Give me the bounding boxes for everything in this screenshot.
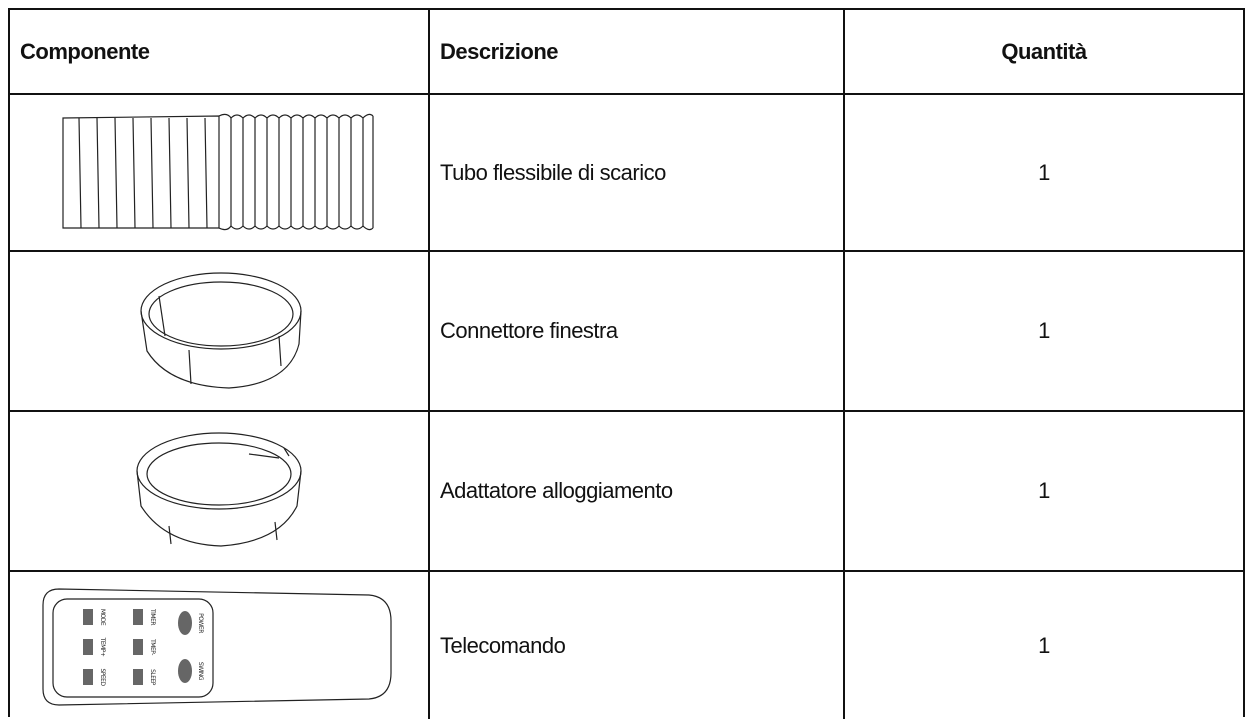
housing-adapter-drawing — [136, 432, 302, 547]
quantity-cell: 1 — [1038, 632, 1050, 658]
header-cell: Quantità — [845, 10, 1243, 95]
hose-drawing — [62, 113, 374, 231]
quantity-cell: 1 — [845, 412, 1243, 572]
remote-button-label: SPEED — [99, 668, 106, 686]
image-cell — [10, 412, 430, 572]
header-cell: Descrizione — [430, 10, 845, 95]
quantity-cell: 1 — [845, 95, 1243, 252]
remote-button-label: TIMER — [149, 607, 156, 624]
window-connector-drawing — [140, 272, 302, 389]
remote-button-label: POWER — [197, 613, 204, 633]
remote-button-label: TEMP+ — [99, 636, 106, 656]
remote-button-label: MODE — [99, 608, 106, 625]
image-cell — [10, 95, 430, 252]
remote-button-label: SLEEP — [149, 669, 156, 686]
remote-button-label: TMEP- — [149, 638, 156, 655]
quantity-cell: 1 — [845, 252, 1243, 412]
remote-button-label: SWING — [197, 661, 204, 680]
description-cell: Connettore finestra — [430, 252, 845, 412]
header-cell: Componente — [10, 10, 430, 95]
image-cell — [10, 252, 430, 412]
remote-drawing: MODE TIMER POWER TEMP+ TMEP- SPEED SLEEP SWING — [42, 587, 392, 706]
image-cell: MODE TIMER POWER TEMP+ TMEP- SPEED SLEEP SWING — [10, 572, 430, 719]
description-cell: Adattatore alloggiamento — [430, 412, 845, 572]
description-cell: Tubo flessibile di scarico — [430, 95, 845, 252]
components-table: Componente Descrizione Quantità Tubo fle… — [8, 8, 1245, 719]
description-cell: Telecomando — [430, 572, 845, 719]
